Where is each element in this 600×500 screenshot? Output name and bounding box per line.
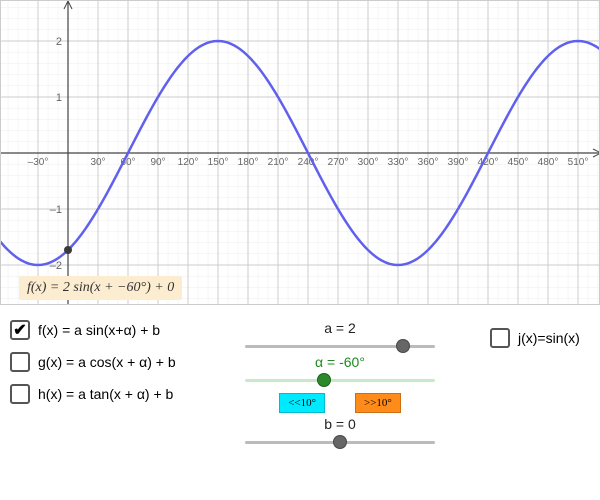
function-checkboxes: f(x) = a sin(x+α) + b g(x) = a cos(x + α… (10, 320, 190, 450)
step-back-button[interactable]: <<10° (279, 393, 325, 413)
svg-text:330°: 330° (388, 157, 409, 168)
checkbox-h[interactable] (10, 384, 30, 404)
checkbox-g-label: g(x) = a cos(x + α) + b (38, 354, 176, 370)
svg-text:210°: 210° (268, 157, 289, 168)
svg-text:180°: 180° (238, 157, 259, 168)
svg-text:360°: 360° (418, 157, 439, 168)
slider-b[interactable] (245, 434, 435, 450)
checkbox-j-label: j(x)=sin(x) (518, 330, 580, 346)
svg-text:–30°: –30° (28, 157, 49, 168)
controls-panel: f(x) = a sin(x+α) + b g(x) = a cos(x + α… (0, 305, 600, 450)
svg-text:1: 1 (56, 92, 62, 104)
svg-text:390°: 390° (448, 157, 469, 168)
slider-alpha-label: α = -60° (315, 354, 365, 370)
svg-text:510°: 510° (568, 157, 589, 168)
slider-b-label: b = 0 (324, 416, 356, 432)
svg-text:150°: 150° (208, 157, 229, 168)
slider-a[interactable] (245, 338, 435, 354)
svg-text:480°: 480° (538, 157, 559, 168)
svg-text:90°: 90° (150, 157, 165, 168)
svg-text:30°: 30° (90, 157, 105, 168)
checkbox-f[interactable] (10, 320, 30, 340)
checkbox-h-label: h(x) = a tan(x + α) + b (38, 386, 173, 402)
slider-alpha[interactable] (245, 372, 435, 388)
step-forward-button[interactable]: >>10° (355, 393, 401, 413)
sliders-column: a = 2 α = -60° <<10° >>10° b = 0 (200, 320, 480, 450)
svg-text:–1: –1 (50, 204, 62, 216)
svg-text:270°: 270° (328, 157, 349, 168)
checkbox-j[interactable] (490, 328, 510, 348)
graph-svg: –30°30°60°90°120°150°180°210°240°270°300… (1, 1, 600, 305)
svg-text:450°: 450° (508, 157, 529, 168)
slider-a-label: a = 2 (324, 320, 356, 336)
checkbox-g[interactable] (10, 352, 30, 372)
checkbox-f-label: f(x) = a sin(x+α) + b (38, 322, 160, 338)
svg-text:300°: 300° (358, 157, 379, 168)
formula-label: f(x) = 2 sin(x + −60°) + 0 (19, 276, 182, 300)
svg-text:120°: 120° (178, 157, 199, 168)
svg-text:2: 2 (56, 36, 62, 48)
graph-panel: –30°30°60°90°120°150°180°210°240°270°300… (0, 0, 600, 305)
